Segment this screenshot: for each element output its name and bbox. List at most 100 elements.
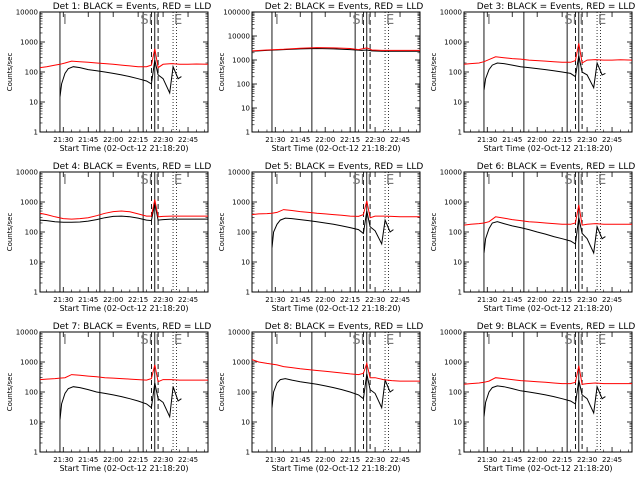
x-tick-label: 22:45 (602, 456, 622, 464)
x-tick-label: 22:00 (315, 136, 335, 144)
panel-det-3: Det 3: BLACK = Events, RED = LLD 1 10 100 10… (430, 2, 635, 153)
y-tick-label: 100 (237, 81, 250, 89)
annotation-label: I (155, 13, 159, 28)
x-tick-label: 22:30 (153, 296, 173, 304)
series-line-lld (464, 365, 632, 385)
annotation-label: E (174, 173, 182, 188)
y-axis-label: Counts/sec (430, 373, 438, 412)
y-tick-label: 100 (25, 229, 38, 237)
y-tick-label: 10 (453, 259, 462, 267)
x-tick-label: 21:30 (53, 136, 73, 144)
panel-det-9: Det 9: BLACK = Events, RED = LLD 1 10 100 10… (430, 322, 635, 473)
annotation-label: SI (564, 173, 576, 188)
plot-area (40, 12, 208, 132)
annotation-label: E (386, 173, 394, 188)
series-line-lld (464, 43, 632, 65)
y-tick-label: 1000 (232, 359, 250, 367)
annotation-label: SI (352, 173, 364, 188)
annotation-label: I (155, 333, 159, 348)
x-tick-label: 22:30 (153, 136, 173, 144)
plot-frame (463, 171, 633, 293)
y-tick-label: 1000 (444, 39, 462, 47)
y-tick-label: 10000 (16, 169, 38, 177)
annotation-label: E (174, 13, 182, 28)
y-tick-label: 1 (34, 449, 38, 457)
panel-det-6: Det 6: BLACK = Events, RED = LLD 1 10 100 10… (430, 162, 635, 313)
series-line-events (59, 382, 182, 420)
panel-title: Det 1: BLACK = Events, RED = LLD (53, 2, 212, 12)
series-line-lld (252, 359, 420, 382)
panel-det-5: Det 5: BLACK = Events, RED = LLD 1 10 100 10… (218, 162, 423, 313)
x-axis-label: Start Time (02-Oct-12 21:18:20) (59, 304, 188, 313)
annotation-label: SI (564, 333, 576, 348)
annotation-label: E (386, 333, 394, 348)
annotation-label: I (63, 333, 67, 348)
x-tick-label: 22:45 (178, 296, 198, 304)
x-tick-label: 22:15 (552, 136, 572, 144)
y-tick-label: 100 (449, 229, 462, 237)
y-tick-label: 1000 (20, 39, 38, 47)
x-tick-label: 21:45 (290, 136, 310, 144)
y-tick-label: 10 (29, 419, 38, 427)
y-tick-label: 100 (237, 229, 250, 237)
series-line-lld (252, 200, 420, 219)
panel-title: Det 8: BLACK = Events, RED = LLD (265, 322, 424, 332)
x-tick-label: 22:00 (103, 296, 123, 304)
annotation-label: I (63, 173, 67, 188)
y-tick-label: 10000 (440, 169, 462, 177)
x-tick-label: 22:15 (340, 296, 360, 304)
x-tick-label: 22:30 (153, 456, 173, 464)
x-tick-label: 21:45 (78, 136, 98, 144)
x-tick-label: 21:30 (265, 456, 285, 464)
x-tick-label: 22:00 (315, 456, 335, 464)
y-tick-label: 1 (34, 129, 38, 137)
annotation-label: E (598, 13, 606, 28)
annotation-label: I (275, 13, 279, 28)
x-tick-label: 22:45 (390, 296, 410, 304)
y-tick-label: 1000 (444, 199, 462, 207)
panel-title: Det 4: BLACK = Events, RED = LLD (53, 162, 212, 172)
y-tick-label: 10 (453, 419, 462, 427)
y-axis-label: Counts/sec (218, 373, 226, 412)
plot-frame (251, 11, 421, 133)
x-tick-label: 21:45 (78, 296, 98, 304)
annotation-label: I (275, 333, 279, 348)
annotation-label: I (579, 173, 583, 188)
y-tick-label: 10000 (440, 329, 462, 337)
x-tick-label: 21:30 (477, 456, 497, 464)
panel-det-8: Det 8: BLACK = Events, RED = LLD 1 10 100 10… (218, 322, 423, 473)
x-tick-label: 22:30 (577, 136, 597, 144)
x-tick-label: 22:00 (315, 296, 335, 304)
x-tick-label: 22:15 (128, 136, 148, 144)
annotation-label: I (155, 173, 159, 188)
series-line-events (271, 210, 394, 248)
x-axis-label: Start Time (02-Oct-12 21:18:20) (271, 464, 400, 473)
annotation-label: SI (564, 13, 576, 28)
y-tick-label: 1 (246, 289, 250, 297)
annotation-label: I (579, 13, 583, 28)
annotation-label: I (487, 333, 491, 348)
x-tick-label: 22:00 (527, 136, 547, 144)
plot-frame (39, 11, 209, 133)
x-tick-label: 22:15 (128, 296, 148, 304)
panel-title: Det 2: BLACK = Events, RED = LLD (265, 2, 424, 12)
series-line-events (483, 55, 606, 91)
series-line-lld (464, 204, 632, 226)
panel-title: Det 9: BLACK = Events, RED = LLD (477, 322, 636, 332)
series-line-lld (40, 364, 208, 383)
panel-det-4: Det 4: BLACK = Events, RED = LLD 1 10 100 10… (6, 162, 211, 313)
x-axis-label: Start Time (02-Oct-12 21:18:20) (271, 144, 400, 153)
panel-det-1: Det 1: BLACK = Events, RED = LLD 1 10 100 10… (6, 2, 211, 153)
y-axis-label: Counts/sec (430, 53, 438, 92)
y-tick-label: 10 (241, 105, 250, 113)
plot-frame (39, 331, 209, 453)
y-tick-label: 100 (237, 389, 250, 397)
y-tick-label: 1000 (232, 57, 250, 65)
y-tick-label: 1 (458, 289, 462, 297)
panel-title: Det 3: BLACK = Events, RED = LLD (477, 2, 636, 12)
x-tick-label: 21:30 (265, 136, 285, 144)
annotation-label: I (487, 13, 491, 28)
y-tick-label: 1000 (232, 199, 250, 207)
y-tick-label: 10 (29, 259, 38, 267)
panel-title: Det 5: BLACK = Events, RED = LLD (265, 162, 424, 172)
